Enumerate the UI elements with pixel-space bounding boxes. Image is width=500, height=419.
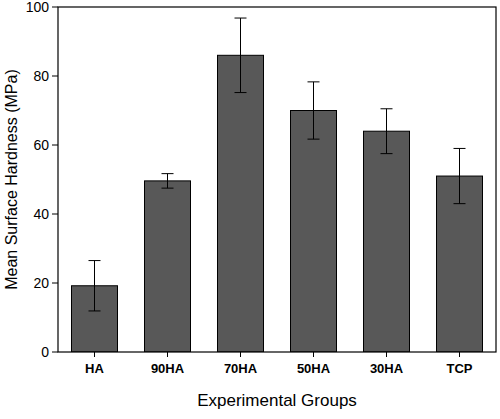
error-bar <box>89 261 101 311</box>
y-tick <box>52 76 58 77</box>
error-bar <box>162 174 174 188</box>
error-bar <box>381 109 393 154</box>
error-cap <box>454 148 466 149</box>
x-tick-label: 70HA <box>224 361 258 376</box>
x-tick-label: 30HA <box>370 361 404 376</box>
y-tick-label: 0 <box>41 344 49 360</box>
chart: 0 20 40 60 80 100 HA 90HA 70HA 50HA 30HA TCP Experim… <box>0 0 500 419</box>
y-axis-title: Mean Surface Hardness (MPa) <box>3 69 20 290</box>
error-stem <box>94 261 95 311</box>
bar <box>364 131 410 352</box>
x-tick <box>459 352 460 357</box>
x-tick-label: 50HA <box>297 361 331 376</box>
x-tick <box>167 352 168 357</box>
y-tick-label: 60 <box>33 137 49 153</box>
y-tick-label: 100 <box>26 0 50 15</box>
error-stem <box>240 18 241 93</box>
error-cap <box>308 139 320 140</box>
x-tick <box>386 352 387 357</box>
error-cap <box>454 203 466 204</box>
y-tick <box>52 145 58 146</box>
error-bar <box>454 148 466 203</box>
x-tick <box>240 352 241 357</box>
y-tick <box>52 214 58 215</box>
chart-container: 0 20 40 60 80 100 HA 90HA 70HA 50HA 30HA TCP Experim… <box>0 0 500 419</box>
y-tick-label: 40 <box>33 206 49 222</box>
error-bar <box>235 18 247 93</box>
error-cap <box>162 188 174 189</box>
x-tick-label: HA <box>85 361 104 376</box>
error-cap <box>308 81 320 82</box>
x-tick-label: TCP <box>447 361 473 376</box>
x-tick <box>313 352 314 357</box>
error-stem <box>167 174 168 188</box>
bar <box>145 181 191 352</box>
error-bar <box>308 82 320 139</box>
x-axis-title: Experimental Groups <box>197 391 357 410</box>
error-cap <box>162 173 174 174</box>
y-tick <box>52 283 58 284</box>
x-tick <box>94 352 95 357</box>
error-cap <box>381 153 393 154</box>
bar <box>291 111 337 353</box>
x-tick-label: 90HA <box>151 361 185 376</box>
bar <box>218 55 264 352</box>
error-stem <box>386 109 387 154</box>
error-cap <box>89 260 101 261</box>
error-cap <box>381 108 393 109</box>
error-cap <box>235 92 247 93</box>
error-cap <box>89 310 101 311</box>
plot-frame <box>58 7 496 352</box>
y-tick-label: 20 <box>33 275 49 291</box>
error-stem <box>459 148 460 203</box>
error-cap <box>235 18 247 19</box>
bars <box>72 18 483 352</box>
y-tick <box>52 7 58 8</box>
y-tick-label: 80 <box>33 68 49 84</box>
error-stem <box>313 82 314 139</box>
y-tick <box>52 352 58 353</box>
